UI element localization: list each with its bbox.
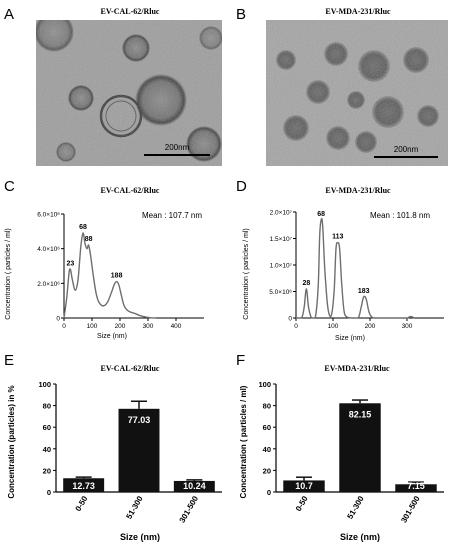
y-tick-label: 60	[263, 423, 271, 432]
panel-letter-d: D	[236, 178, 247, 195]
panel-f-title: EV-MDA-231/Rluc	[324, 364, 390, 373]
panel-d-title: EV-MDA-231/Rluc	[325, 186, 391, 195]
line-chart-mda231: Mean : 101.8 nm Concentration ( particle…	[243, 210, 444, 342]
bar-chart-mda231: Concentration ( particles / ml) Size (nm…	[239, 380, 444, 542]
panel-a-title: EV-CAL-62/Rluc	[100, 7, 160, 16]
x-tick-label: 0-50	[74, 494, 90, 513]
y-tick-label: 6.0×10⁶	[37, 212, 60, 219]
panel-letter-c: C	[4, 178, 15, 195]
y-tick-label: 40	[263, 445, 271, 454]
y-axis-label-f: Concentration ( particles / ml)	[239, 385, 248, 498]
peak-label: 113	[332, 234, 343, 241]
scale-bar-label-a: 200nm	[165, 143, 190, 152]
peak-label: 188	[111, 273, 123, 280]
bar-chart-cal62: Concentration (particles) in % Size (nm)…	[7, 380, 222, 542]
mean-label-c: Mean : 107.7 nm	[142, 211, 202, 220]
x-axis-label-c: Size (nm)	[97, 333, 127, 340]
x-axis-label-f: Size (nm)	[340, 532, 380, 542]
x-tick-label: 0	[62, 323, 66, 330]
data-label: 12.73	[72, 481, 95, 491]
x-tick-label: 100	[87, 323, 98, 330]
x-tick-label: 200	[115, 323, 126, 330]
data-label: 10.24	[183, 481, 206, 491]
panel-letter-f: F	[236, 352, 246, 369]
y-tick-label: 5.0×10⁶	[269, 289, 292, 296]
bar	[63, 478, 105, 492]
peak-label: 68	[317, 211, 325, 218]
tem-image-cal62: 200nm	[36, 20, 222, 166]
x-tick-label: 0-50	[294, 494, 310, 513]
panel-letter-b: B	[236, 6, 247, 23]
bar	[118, 408, 160, 492]
y-tick-label: 40	[43, 445, 51, 454]
x-axis-label-e: Size (nm)	[120, 532, 160, 542]
x-tick-label: 0	[294, 323, 298, 330]
y-tick-label: 0	[47, 488, 51, 497]
y-tick-label: 100	[258, 380, 271, 389]
tem-image-mda231: 200nm	[266, 20, 448, 166]
x-axis-label-d: Size (nm)	[335, 335, 365, 342]
x-tick-label: 301-500	[399, 494, 422, 524]
panel-letter-a: A	[4, 6, 15, 23]
data-label: 77.03	[128, 415, 151, 425]
bar	[283, 480, 325, 492]
x-tick-label: 51-300	[345, 494, 366, 521]
y-axis-label-e: Concentration (particles) in %	[7, 385, 16, 498]
series-line	[63, 232, 157, 319]
y-tick-label: 1.0×10⁷	[270, 263, 293, 270]
panel-b-title: EV-MDA-231/Rluc	[325, 7, 391, 16]
y-tick-label: 20	[263, 466, 271, 475]
y-tick-label: 100	[38, 380, 51, 389]
mean-label-d: Mean : 101.8 nm	[370, 211, 430, 220]
y-tick-label: 60	[43, 423, 51, 432]
bar	[339, 403, 381, 492]
peak-label: 68	[79, 224, 87, 231]
x-tick-label: 200	[365, 323, 376, 330]
bar	[173, 480, 215, 492]
y-tick-label: 0	[267, 488, 271, 497]
series-line	[296, 217, 415, 319]
peak-label: 183	[358, 288, 370, 295]
x-tick-label: 301-500	[178, 494, 201, 524]
y-tick-label: 2.0×10⁷	[270, 210, 293, 217]
y-axis-label-c: Concentration ( particles / ml)	[5, 228, 12, 319]
y-tick-label: 4.0×10⁶	[37, 246, 60, 253]
peak-label: 23	[67, 260, 75, 267]
y-tick-label: 2.0×10⁶	[37, 281, 60, 288]
y-axis-label-d: Concentration ( particles / ml)	[243, 228, 250, 319]
x-tick-label: 300	[402, 323, 413, 330]
panel-e-title: EV-CAL-62/Rluc	[100, 364, 160, 373]
x-tick-label: 300	[143, 323, 154, 330]
x-tick-label: 100	[328, 323, 339, 330]
peak-label: 88	[85, 236, 93, 243]
peak-label: 28	[302, 280, 310, 287]
y-tick-label: 80	[263, 402, 271, 411]
data-label: 10.7	[295, 481, 313, 491]
data-label: 82.15	[349, 409, 372, 419]
data-label: 7.15	[407, 481, 425, 491]
y-tick-label: 0	[288, 316, 292, 323]
y-tick-label: 0	[56, 316, 60, 323]
y-tick-label: 80	[43, 402, 51, 411]
scale-bar-label-b: 200nm	[394, 145, 419, 154]
panel-c-title: EV-CAL-62/Rluc	[100, 186, 160, 195]
x-tick-label: 51-300	[124, 494, 145, 521]
x-tick-label: 400	[171, 323, 182, 330]
bar	[395, 484, 437, 492]
panel-letter-e: E	[4, 352, 15, 369]
line-chart-cal62: Mean : 107.7 nm Concentration ( particle…	[5, 211, 204, 340]
y-tick-label: 20	[43, 466, 51, 475]
y-tick-label: 1.5×10⁷	[270, 236, 293, 243]
